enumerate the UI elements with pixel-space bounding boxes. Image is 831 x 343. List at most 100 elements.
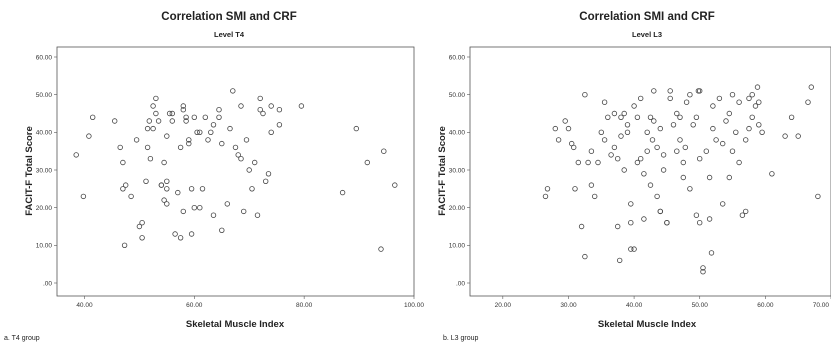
y-tick-label: 40.00 <box>36 130 53 137</box>
scatter-point <box>624 122 631 128</box>
x-tick-label: 100.00 <box>404 302 424 309</box>
scatter-point <box>677 114 683 120</box>
scatter-point <box>756 122 762 128</box>
scatter-point <box>723 118 729 124</box>
scatter-point <box>80 193 87 200</box>
scatter-point <box>628 246 634 252</box>
scatter-point <box>815 193 821 200</box>
scatter-point <box>353 125 359 132</box>
scatter-point <box>756 99 762 105</box>
scatter-point <box>161 159 167 166</box>
scatter-point <box>641 171 647 177</box>
x-tick-label: 70.00 <box>813 302 830 309</box>
scatter-point <box>706 216 713 222</box>
scatter-point <box>155 118 162 124</box>
scatter-point <box>227 125 233 132</box>
scatter-point <box>733 129 739 135</box>
scatter-point <box>240 208 247 215</box>
scatter-point <box>150 103 156 109</box>
scatter-point <box>720 201 726 207</box>
x-axis-ticks: 40.00 60.00 80.00 100.00 <box>76 296 424 309</box>
chart-subtitle: Level L3 <box>632 30 662 39</box>
scatter-point <box>175 189 181 196</box>
scatter-point <box>708 250 715 256</box>
scatter-point <box>739 212 746 218</box>
scatter-point <box>644 148 650 154</box>
scatter-point <box>210 122 217 128</box>
y-tick-label: 40.00 <box>449 130 466 137</box>
scatter-point <box>647 182 654 188</box>
scatter-point <box>298 103 305 109</box>
y-axis-ticks: .00 10.00 20.00 30.00 40.00 50.00 60.00 <box>449 54 470 287</box>
scatter-point <box>224 201 230 207</box>
scatter-point <box>720 140 726 147</box>
scatter-point <box>89 114 96 120</box>
scatter-point <box>219 140 225 147</box>
scatter-point <box>164 186 170 192</box>
scatter-point <box>697 88 703 94</box>
scatter-point <box>243 137 250 143</box>
scatter-point <box>268 129 274 135</box>
scatter-point <box>164 201 170 207</box>
scatter-point <box>260 110 266 117</box>
scatter-point <box>634 114 641 120</box>
scatter-point <box>657 208 663 215</box>
chart-title: Correlation SMI and CRF <box>579 11 714 23</box>
y-tick-label: 20.00 <box>449 205 466 212</box>
scatter-point <box>749 91 755 98</box>
chart-panel-l3: Correlation SMI and CRF Level L3 .00 10.0… <box>437 11 831 342</box>
scatter-point <box>552 125 558 132</box>
x-tick-label: 60.00 <box>757 302 774 309</box>
scatter-point <box>254 212 261 218</box>
scatter-point <box>249 186 255 192</box>
scatter-point <box>562 118 568 124</box>
y-tick-label: 30.00 <box>36 167 53 174</box>
scatter-point <box>749 114 755 120</box>
scatter-point <box>186 140 192 147</box>
scatter-point <box>169 110 175 117</box>
scatter-point <box>667 88 673 94</box>
scatter-point <box>378 246 384 252</box>
scatter-point <box>598 129 604 135</box>
scatter-point <box>628 201 634 207</box>
y-axis-label: FACIT-F Total Score <box>24 126 35 216</box>
scatter-point <box>73 152 79 158</box>
scatter-point <box>276 122 283 128</box>
x-axis-ticks: 20.00 30.00 40.00 50.00 60.00 70.00 <box>495 296 831 309</box>
x-axis-label: Skeletal Muscle Index <box>186 319 285 330</box>
scatter-point <box>687 91 693 98</box>
scatter-points <box>542 84 821 275</box>
x-tick-label: 50.00 <box>692 302 709 309</box>
scatter-point <box>246 167 252 173</box>
scatter-point <box>232 144 239 151</box>
scatter-point <box>202 114 208 120</box>
scatter-point <box>205 137 211 143</box>
scatter-point <box>144 144 151 151</box>
scatter-point <box>660 167 667 173</box>
scatter-point <box>697 155 703 162</box>
scatter-point <box>687 186 693 192</box>
scatter-point <box>736 159 742 166</box>
scatter-point <box>150 125 156 132</box>
scatter-point <box>158 182 165 188</box>
y-axis-label: FACIT-F Total Score <box>437 126 448 216</box>
y-axis-ticks: .00 10.00 20.00 30.00 40.00 50.00 60.00 <box>36 54 57 287</box>
scatter-point <box>754 84 761 90</box>
scatter-point <box>251 159 258 166</box>
scatter-point <box>166 110 173 117</box>
scatter-point <box>219 227 225 233</box>
scatter-point <box>578 223 585 230</box>
scatter-point <box>601 137 608 143</box>
scatter-point <box>746 95 752 102</box>
scatter-point <box>257 106 263 113</box>
scatter-point <box>164 133 170 139</box>
scatter-point <box>208 129 214 135</box>
scatter-point <box>542 193 549 200</box>
scatter-point <box>716 95 723 102</box>
scatter-point <box>670 122 677 128</box>
scatter-point <box>238 103 244 109</box>
scatter-point <box>647 114 654 120</box>
plot-frame <box>469 46 831 297</box>
scatter-point <box>700 269 706 275</box>
